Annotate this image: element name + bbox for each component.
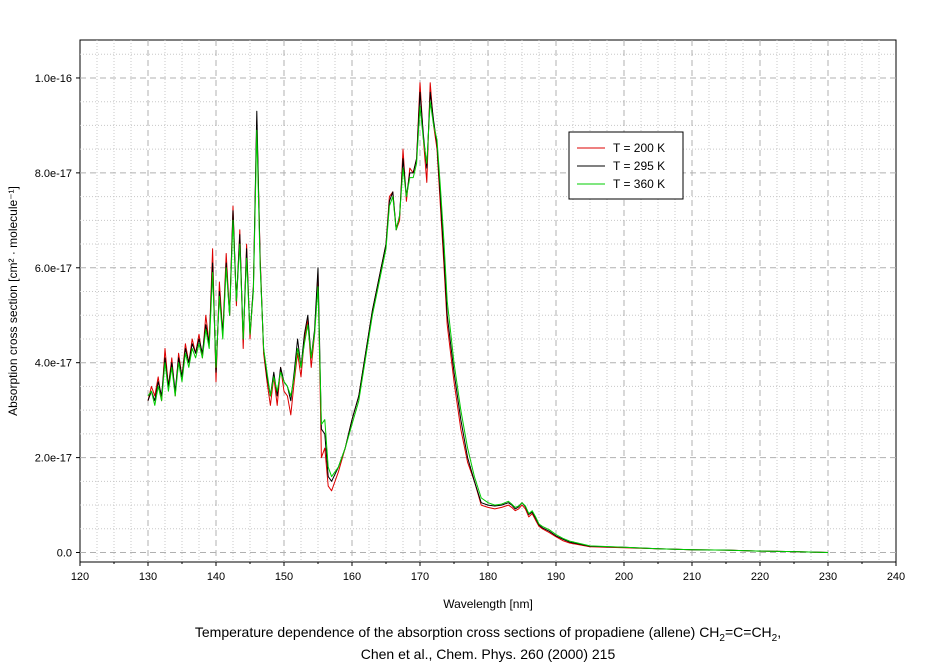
- caption-sub-b: 2: [771, 632, 778, 644]
- caption-line-1: Temperature dependence of the absorption…: [0, 624, 936, 644]
- caption-text-a: Temperature dependence of the absorption…: [194, 624, 720, 640]
- y-tick-label: 1.0e-16: [35, 73, 72, 85]
- y-tick-label: 8.0e-17: [35, 168, 72, 180]
- caption-text-c: ,: [777, 624, 782, 640]
- x-tick-label: 180: [479, 571, 497, 583]
- x-tick-label: 170: [411, 571, 429, 583]
- caption-sub-a: 2: [719, 632, 725, 644]
- x-tick-label: 150: [275, 571, 293, 583]
- x-tick-label: 120: [71, 571, 89, 583]
- x-tick-label: 140: [207, 571, 225, 583]
- legend-label: T = 200 K: [613, 141, 665, 155]
- grid: [80, 40, 896, 562]
- legend: T = 200 K T = 295 K T = 360 K: [568, 131, 684, 200]
- axis-ticks: 120 130 140 150 160 170 180 190 200 210 220 230 240 0…: [35, 73, 905, 583]
- x-tick-label: 200: [615, 571, 633, 583]
- x-tick-label: 130: [139, 571, 157, 583]
- x-tick-label: 230: [819, 571, 837, 583]
- x-tick-label: 240: [887, 571, 905, 583]
- y-tick-label: 2.0e-17: [35, 453, 72, 465]
- x-axis-title: Wavelength [nm]: [443, 597, 533, 611]
- y-tick-label: 4.0e-17: [35, 358, 72, 370]
- y-axis-title: Absorption cross section [cm² · molecule…: [6, 186, 20, 416]
- y-tick-label: 6.0e-17: [35, 263, 72, 275]
- x-tick-label: 220: [751, 571, 769, 583]
- x-tick-label: 210: [683, 571, 701, 583]
- y-tick-label: 0.0: [57, 548, 72, 560]
- x-tick-label: 190: [547, 571, 565, 583]
- x-tick-label: 160: [343, 571, 361, 583]
- series-line-3: [147, 101, 829, 553]
- legend-label: T = 360 K: [613, 177, 665, 191]
- series-layer: [147, 82, 829, 553]
- caption-text-b: =C=CH: [724, 624, 772, 640]
- legend-label: T = 295 K: [613, 159, 665, 173]
- caption-line-2: Chen et al., Chem. Phys. 260 (2000) 215: [360, 646, 616, 662]
